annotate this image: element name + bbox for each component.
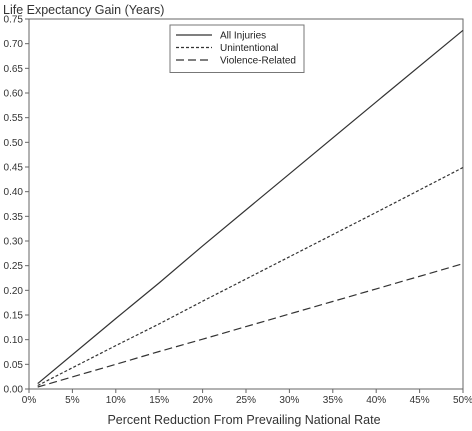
series-line-unintentional (37, 166, 464, 387)
series-lines (37, 29, 464, 388)
x-tick-label: 40% (366, 395, 386, 406)
y-tick-label: 0.75 (4, 15, 24, 26)
legend-label: Violence-Related (220, 56, 296, 67)
y-tick-label: 0.55 (4, 113, 24, 124)
legend-box (169, 24, 305, 73)
x-tick-label: 5% (65, 395, 80, 406)
y-axis: 0.00 0.05 0.10 0.15 0.20 0.25 0.30 0.35 0.40 0.45… (4, 15, 29, 396)
y-tick-label: 0.15 (4, 311, 24, 322)
y-tick-label: 0.65 (4, 64, 24, 75)
y-tick-label: 0.30 (4, 237, 24, 248)
x-tick-label: 0% (22, 395, 37, 406)
plot-area-frame (28, 18, 464, 390)
x-axis: 0% 5% 10% 15% 20% 25% 30% 35% 40% 45% 50% (22, 389, 472, 406)
x-tick-label: 15% (149, 395, 169, 406)
series-line-violence-related (37, 263, 464, 388)
series-line-all-injuries (37, 29, 464, 385)
x-tick-label: 50% (453, 395, 472, 406)
y-tick-label: 0.10 (4, 335, 24, 346)
y-tick-label: 0.40 (4, 187, 24, 198)
y-tick-label: 0.25 (4, 261, 24, 272)
y-tick-label: 0.20 (4, 286, 24, 297)
x-tick-label: 10% (106, 395, 126, 406)
y-tick-label: 0.50 (4, 138, 24, 149)
x-tick-label: 30% (279, 395, 299, 406)
x-tick-label: 20% (193, 395, 213, 406)
x-tick-label: 35% (323, 395, 343, 406)
x-tick-label: 25% (236, 395, 256, 406)
y-tick-label: 0.00 (4, 385, 24, 396)
legend-label: All Injuries (220, 31, 266, 42)
y-tick-label: 0.45 (4, 163, 24, 174)
y-axis-title: Life Expectancy Gain (Years) (3, 3, 164, 17)
x-tick-label: 45% (410, 395, 430, 406)
x-axis-title: Percent Reduction From Prevailing Nation… (107, 413, 380, 427)
y-tick-label: 0.60 (4, 89, 24, 100)
y-tick-label: 0.05 (4, 360, 24, 371)
y-tick-label: 0.70 (4, 39, 24, 50)
y-tick-label: 0.35 (4, 212, 24, 223)
legend-label: Unintentional (220, 43, 278, 54)
